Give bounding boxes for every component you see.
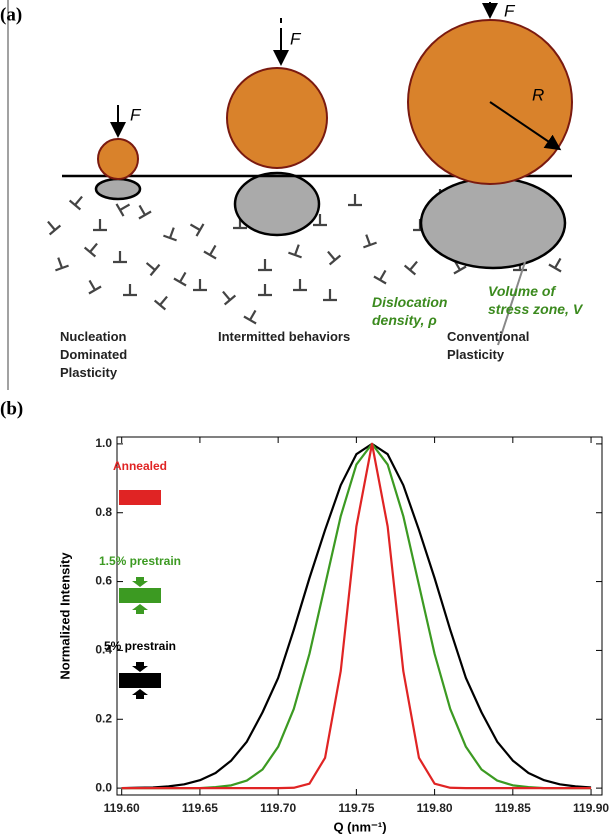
dislocation-symbol: [133, 202, 151, 219]
legend-label: 5% prestrain: [104, 639, 176, 653]
dislocation-symbol: [113, 251, 127, 262]
label-line: stress zone, V: [488, 301, 584, 317]
label-line: density, ρ: [372, 312, 437, 328]
dislocation-symbol: [155, 292, 173, 309]
x-tick-label: 119.80: [417, 801, 453, 815]
dislocation-symbol: [117, 198, 134, 216]
x-axis-label: Q (nm⁻¹): [333, 819, 386, 834]
dislocation-symbol: [187, 218, 204, 236]
dislocation-symbol: [348, 194, 362, 205]
x-tick-label: 119.85: [495, 801, 531, 815]
plot-frame: [117, 437, 602, 795]
stress-zone: [421, 178, 565, 268]
stress-zone: [96, 179, 140, 199]
dislocation-symbol: [244, 307, 262, 324]
dislocation-symbol: [204, 242, 222, 259]
y-tick-label: 1.0: [95, 436, 112, 450]
dislocation-symbol: [193, 279, 207, 290]
legend-arrow: [132, 604, 148, 614]
dislocation-symbol: [142, 258, 159, 276]
dislocation-symbol: [258, 284, 272, 295]
y-axis-label: Normalized Intensity: [57, 552, 72, 680]
label-line: Conventional: [447, 329, 529, 344]
label-line: Volume of: [488, 283, 556, 299]
indenter: [98, 139, 138, 179]
x-tick-label: 119.70: [260, 801, 296, 815]
y-tick-label: 0.6: [95, 574, 112, 588]
legend-swatch: [119, 490, 161, 505]
x-tick-label: 119.65: [182, 801, 218, 815]
legend-arrow: [132, 689, 148, 699]
panel-label: (a): [0, 4, 22, 25]
dislocation-symbol: [52, 255, 69, 270]
x-tick-label: 119.60: [104, 801, 140, 815]
dislocation-symbol: [43, 217, 61, 234]
dislocation-symbol: [360, 232, 377, 247]
series-line: [122, 444, 591, 788]
label-line: Nucleation: [60, 329, 127, 344]
legend-swatch: [119, 673, 161, 688]
radius-label: R: [532, 85, 544, 104]
dislocation-symbol: [93, 219, 107, 230]
dislocation-symbol: [85, 239, 103, 256]
dislocation-symbol: [83, 277, 101, 294]
dislocation-symbol: [323, 289, 337, 300]
legend-swatch: [119, 588, 161, 603]
dislocation-symbol: [218, 287, 236, 304]
x-tick-label: 119.90: [573, 801, 609, 815]
series-line: [122, 444, 591, 788]
force-label: F: [290, 29, 302, 48]
dislocation-symbol: [293, 279, 307, 290]
label-line: Dislocation: [372, 294, 447, 310]
series-line: [122, 444, 591, 788]
dislocation-symbol: [405, 257, 423, 274]
dislocation-symbol: [258, 259, 272, 270]
label-line: Plasticity: [447, 347, 505, 362]
legend-label: Annealed: [113, 459, 167, 473]
legend-label: 1.5% prestrain: [99, 554, 181, 568]
plot: 119.60 119.65 119.70 119.75 119.80 119.85 119.…: [95, 436, 609, 815]
indenter: [227, 68, 327, 168]
regime-label: Conventional Plasticity: [447, 329, 533, 362]
x-tick-label: 119.75: [338, 801, 374, 815]
stress-zone: [235, 173, 319, 235]
panel-label: (b): [0, 398, 23, 419]
dislocation-symbol: [123, 284, 137, 295]
dislocation-symbol: [549, 255, 567, 272]
force-label: F: [504, 1, 516, 20]
volume-label: Volume of stress zone, V: [488, 283, 584, 317]
dislocation-label: Dislocation density, ρ: [372, 294, 451, 328]
regime-label: Nucleation Dominated Plasticity: [60, 329, 131, 380]
y-tick-label: 0.8: [95, 505, 112, 519]
label-line: Plasticity: [60, 365, 118, 380]
dislocation-symbol: [174, 269, 192, 286]
label-line: Dominated: [60, 347, 127, 362]
dislocation-symbol: [288, 242, 305, 257]
dislocation-symbol: [163, 225, 180, 240]
figure: (a) F F F R Dislocation density, ρ Volum…: [0, 0, 612, 837]
dislocation-symbol: [374, 267, 392, 284]
regime-label: Intermitted behaviors: [218, 329, 350, 344]
legend-arrow: [132, 662, 148, 672]
dislocation-symbol: [70, 192, 88, 209]
y-tick-label: 0.2: [95, 711, 112, 725]
y-tick-label: 0.0: [95, 780, 112, 794]
label-line: Intermitted behaviors: [218, 329, 350, 344]
force-label: F: [130, 105, 142, 124]
dislocation-symbol: [323, 247, 341, 264]
legend-arrow: [132, 577, 148, 587]
